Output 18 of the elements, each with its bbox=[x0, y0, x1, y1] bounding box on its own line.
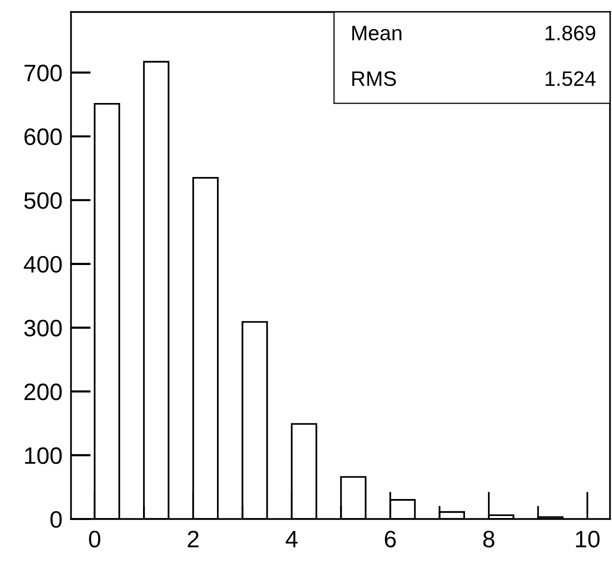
annotation: 1.524 bbox=[546, 71, 596, 86]
y-tick-label: 300 bbox=[24, 320, 62, 336]
x-tick-label: 8 bbox=[483, 530, 494, 548]
y-tick-label: 200 bbox=[24, 384, 62, 400]
y-tick-label: 100 bbox=[25, 447, 62, 464]
annotation: Mean bbox=[352, 26, 402, 40]
annotation: RMS bbox=[352, 71, 396, 86]
x-tick-label: 4 bbox=[286, 530, 298, 548]
y-tick-label: 400 bbox=[24, 256, 62, 273]
y-tick-label: 500 bbox=[24, 192, 62, 209]
y-tick-label: 600 bbox=[24, 128, 62, 146]
x-tick-label: 10 bbox=[576, 530, 600, 548]
x-tick-label: 6 bbox=[384, 530, 396, 548]
y-tick-label: 700 bbox=[24, 64, 62, 82]
annotation: 1.869 bbox=[546, 26, 596, 40]
x-tick-label: 2 bbox=[188, 530, 199, 548]
x-tick-label: 0 bbox=[89, 530, 100, 548]
y-tick-label: 0 bbox=[50, 511, 62, 528]
